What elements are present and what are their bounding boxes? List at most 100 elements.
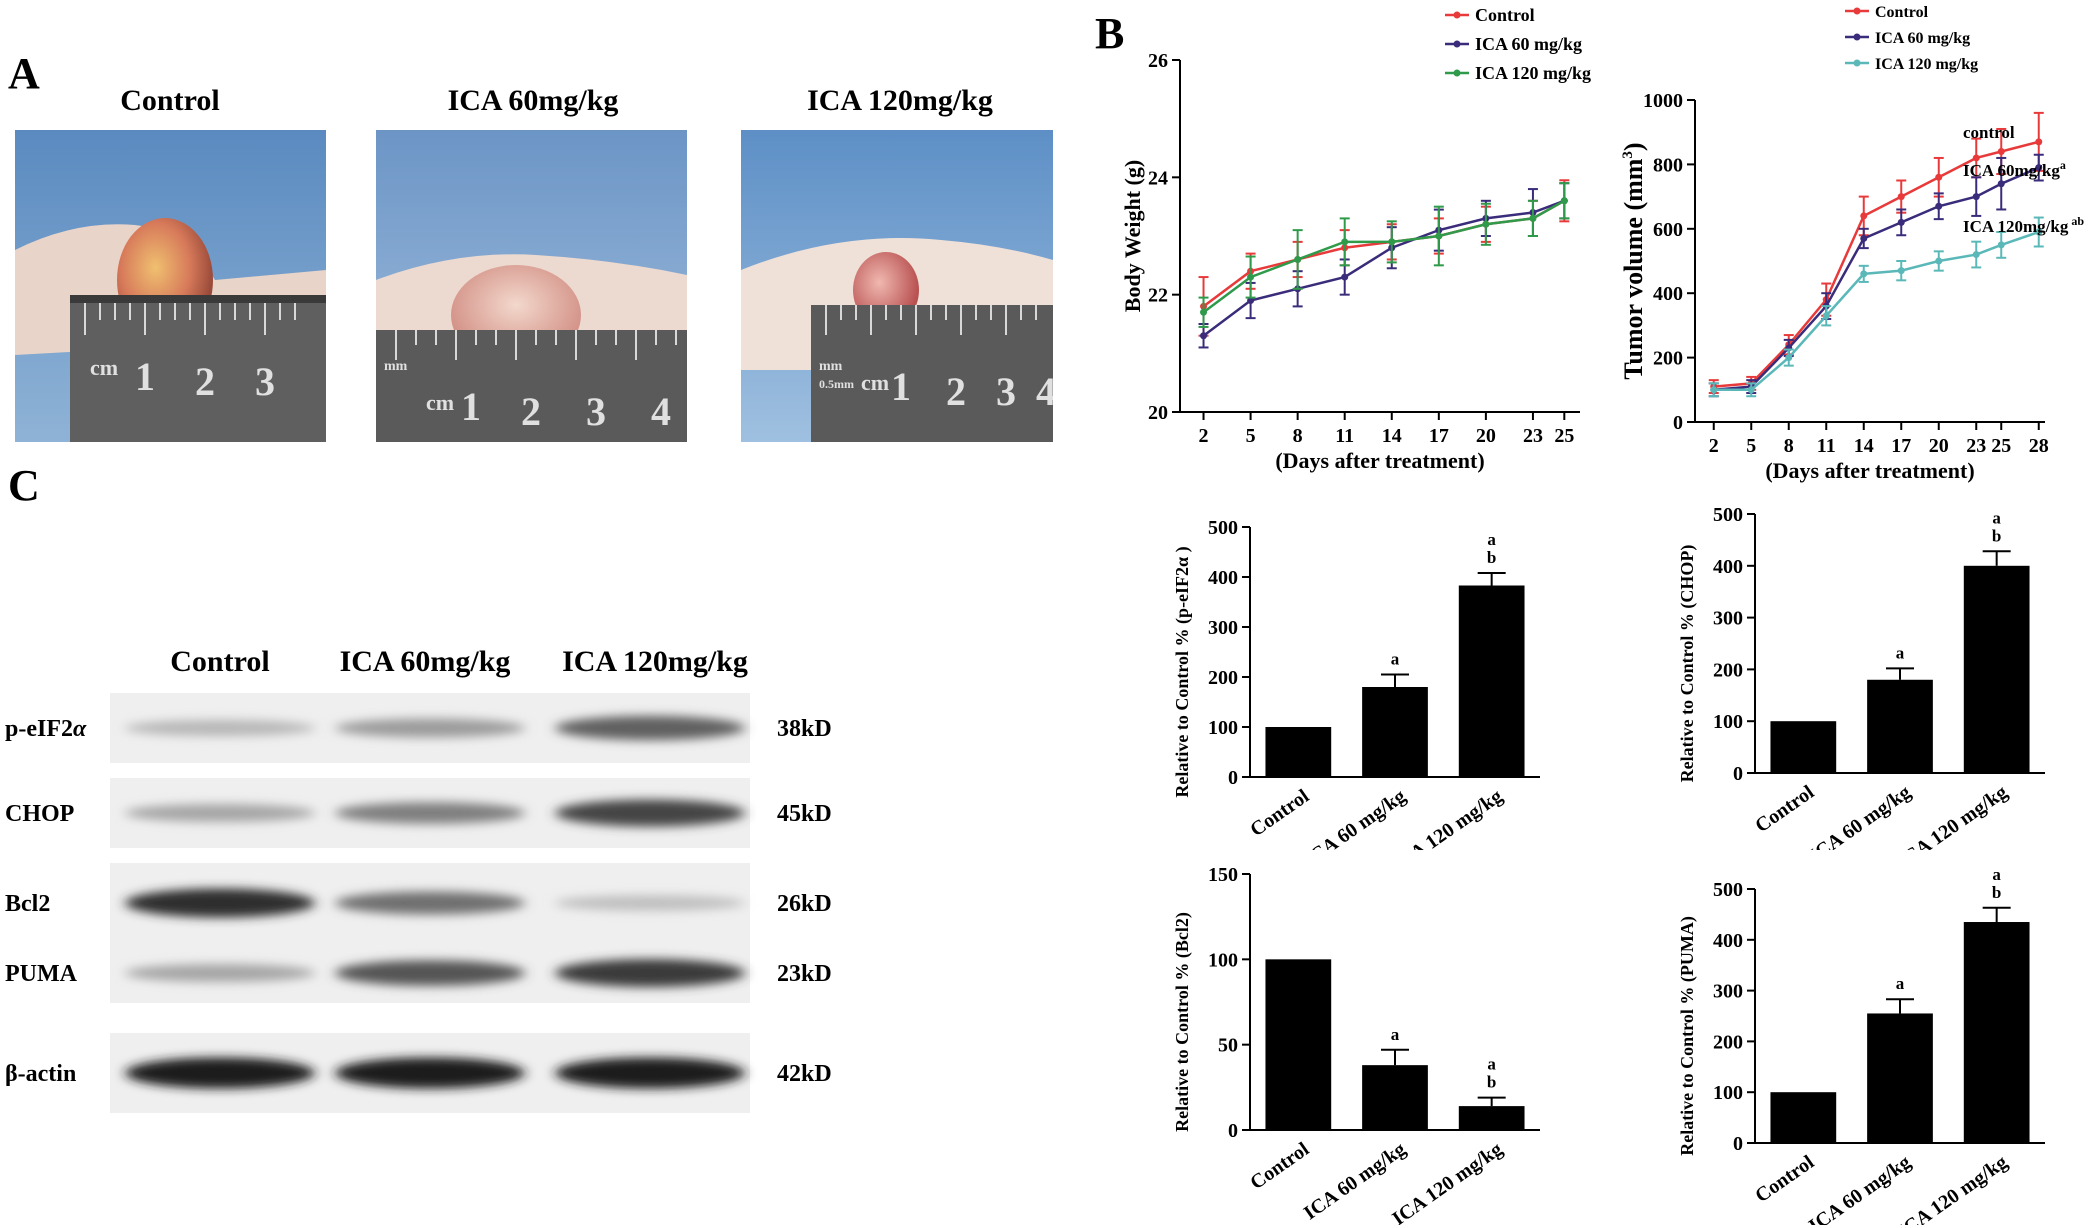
y-axis-label: Relative to Control % (PUMA) xyxy=(1677,916,1698,1156)
photo-control-drawing: cm 1 2 3 xyxy=(15,130,326,442)
ruler-number: 4 xyxy=(651,389,671,434)
wb-column-ica60: ICA 60mg/kg xyxy=(339,645,511,678)
y-tick-label: 500 xyxy=(1713,879,1743,901)
significance-label: a xyxy=(1896,974,1905,993)
data-point xyxy=(1710,386,1718,394)
y-tick-label: 100 xyxy=(1713,1082,1743,1104)
data-point xyxy=(2035,228,2043,236)
y-tick-label: 50 xyxy=(1218,1035,1238,1057)
photo-ica120-drawing: mm 0.5mm cm 1 2 3 4 xyxy=(741,130,1053,442)
x-tick-label: 2 xyxy=(1199,425,1209,447)
significance-label: b xyxy=(1992,883,2001,902)
x-tick-label: ICA 60 mg/kg xyxy=(1300,785,1410,850)
x-tick-label: 25 xyxy=(1554,425,1574,447)
data-point xyxy=(1294,255,1302,263)
series-line-1 xyxy=(1713,166,2040,392)
data-point xyxy=(1972,193,1980,201)
legend-label: ICA 60 mg/kg xyxy=(1475,34,1582,54)
significance-label: a xyxy=(1391,1025,1400,1044)
data-point xyxy=(1200,308,1208,316)
data-point xyxy=(1247,297,1255,305)
legend-marker xyxy=(1453,40,1461,48)
legend-label: ICA 120 mg/kg xyxy=(1475,63,1591,83)
bar xyxy=(1867,1013,1933,1143)
data-point xyxy=(1997,241,2005,249)
bar xyxy=(1362,1065,1428,1130)
x-tick-label: ICA 120 mg/kg xyxy=(1893,1151,2011,1225)
series-end-label: control xyxy=(1963,123,2015,142)
x-tick-label: 20 xyxy=(1929,435,1949,457)
ruler-number: 3 xyxy=(255,359,275,404)
y-tick-label: 0 xyxy=(1673,412,1683,434)
legend-label: Control xyxy=(1475,5,1535,25)
y-tick-label: 600 xyxy=(1653,219,1683,241)
blot-kd-label: 45kD xyxy=(777,801,832,827)
ruler-number: 1 xyxy=(891,364,911,409)
legend-label: ICA 60 mg/kg xyxy=(1875,30,1970,47)
data-point xyxy=(1860,234,1868,242)
series-line-2 xyxy=(1202,199,1565,314)
x-tick-label: 11 xyxy=(1817,435,1836,457)
y-tick-label: 300 xyxy=(1208,617,1238,639)
x-tick-label: 28 xyxy=(2029,435,2049,457)
y-tick-label: 26 xyxy=(1148,50,1168,72)
y-tick-label: 400 xyxy=(1713,556,1743,578)
significance-label: a xyxy=(1896,643,1905,662)
x-tick-label: 14 xyxy=(1854,435,1874,457)
x-tick-label: Control xyxy=(1751,1151,1818,1207)
data-point xyxy=(1785,354,1793,362)
ruler-unit: cm xyxy=(90,355,118,380)
series-line-2 xyxy=(1713,230,2040,392)
significance-label: a xyxy=(1487,530,1496,549)
x-tick-label: Control xyxy=(1751,781,1818,837)
y-tick-label: 400 xyxy=(1208,567,1238,589)
y-axis-label: Tumor volume (mm3) xyxy=(1619,142,1648,379)
blot-band xyxy=(335,802,525,824)
ruler-number: 2 xyxy=(946,369,966,414)
data-point xyxy=(1247,273,1255,281)
data-point xyxy=(1822,312,1830,320)
blot-band xyxy=(125,964,315,982)
data-point xyxy=(1897,267,1905,275)
significance-label: b xyxy=(1487,1073,1496,1092)
ruler-unit: cm xyxy=(426,390,454,415)
data-point xyxy=(1529,214,1537,222)
y-tick-label: 20 xyxy=(1148,402,1168,424)
series-end-label: ICA 120mg/kg ab xyxy=(1963,214,2084,236)
y-tick-label: 200 xyxy=(1208,667,1238,689)
data-point xyxy=(1897,193,1905,201)
blot-row-label: CHOP xyxy=(5,801,74,827)
x-tick-label: ICA 60 mg/kg xyxy=(1805,1151,1915,1225)
blot-band xyxy=(125,888,315,918)
photo-title-control: Control xyxy=(120,84,220,117)
blot-kd-label: 23kD xyxy=(777,961,832,987)
blot-band xyxy=(335,960,525,986)
p-eif2a-bar-chart: 0 100 200 300 400 500 Relative to Control % (p… xyxy=(1172,517,1540,850)
ruler-sub: 0.5mm xyxy=(819,377,854,391)
y-tick-label: 100 xyxy=(1208,717,1238,739)
bar xyxy=(1265,959,1332,1130)
significance-label: b xyxy=(1487,548,1496,567)
blot-band xyxy=(555,799,745,827)
bar xyxy=(1362,687,1428,777)
panel-letter-b: B xyxy=(1095,9,1125,58)
bar xyxy=(1265,727,1332,777)
photo-ica60: mm cm 1 2 3 4 xyxy=(376,130,687,442)
legend-label: ICA 120 mg/kg xyxy=(1875,56,1978,73)
ruler-unit: cm xyxy=(861,370,889,395)
blot-row-label: β-actin xyxy=(5,1061,76,1087)
blot-kd-label: 38kD xyxy=(777,716,832,742)
ruler-number: 2 xyxy=(195,359,215,404)
y-axis-label: Relative to Control % (CHOP) xyxy=(1677,545,1698,783)
bar xyxy=(1458,1106,1525,1130)
x-tick-label: 23 xyxy=(1523,425,1543,447)
y-tick-label: 1000 xyxy=(1643,90,1683,112)
y-tick-label: 400 xyxy=(1653,283,1683,305)
x-tick-label: 25 xyxy=(1991,435,2011,457)
ruler-number: 1 xyxy=(135,354,155,399)
puma-bar-chart: 0 100 200 300 400 500 Relative to Control % (P… xyxy=(1677,865,2045,1225)
data-point xyxy=(1860,270,1868,278)
y-tick-label: 400 xyxy=(1713,930,1743,952)
data-point xyxy=(1200,332,1208,340)
